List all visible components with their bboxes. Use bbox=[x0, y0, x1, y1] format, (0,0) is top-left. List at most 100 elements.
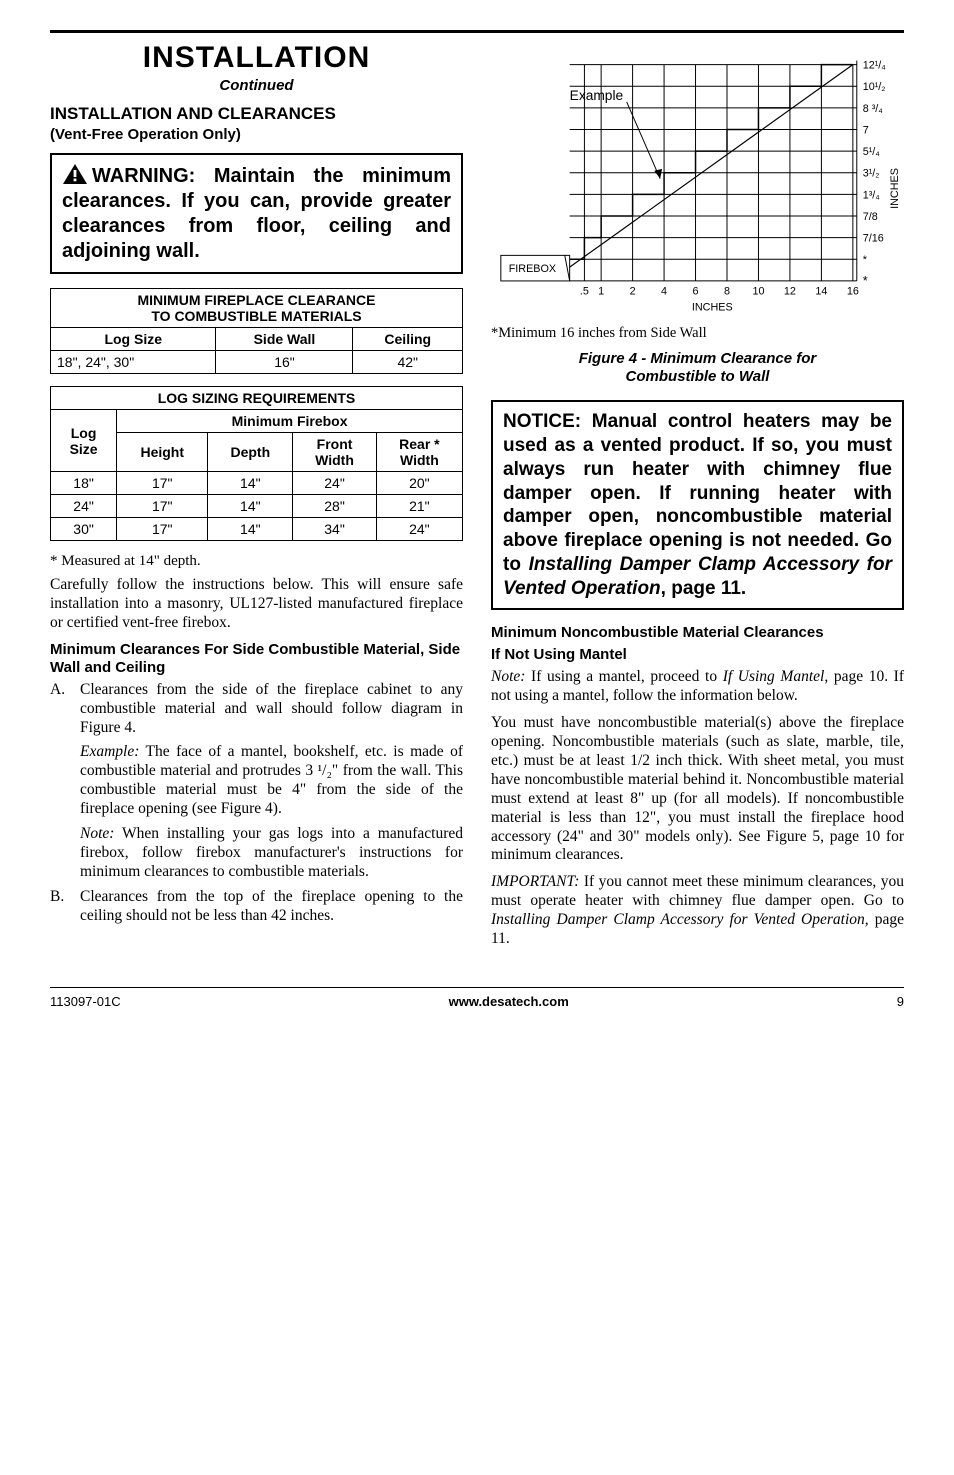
cell: 18" bbox=[51, 472, 117, 495]
list-item-b: B. Clearances from the top of the firepl… bbox=[50, 888, 463, 926]
table1-h3: Ceiling bbox=[353, 328, 463, 351]
cell: 21" bbox=[376, 495, 462, 518]
table-row: 30" 17" 14" 34" 24" bbox=[51, 518, 463, 541]
diagram-min-note: *Minimum 16 inches from Side Wall bbox=[491, 325, 904, 342]
cell: 17" bbox=[117, 472, 208, 495]
xtick: .5 bbox=[580, 286, 589, 298]
subheading-min-clearances: Minimum Clearances For Side Combustible … bbox=[50, 641, 463, 677]
footer-center: www.desatech.com bbox=[449, 994, 569, 1009]
table1-title-l1: MINIMUM FIREPLACE CLEARANCE bbox=[138, 292, 376, 308]
ytick: 10¹/₂ bbox=[863, 81, 886, 93]
notice-text-1: NOTICE: Manual control heaters may be us… bbox=[503, 411, 892, 575]
ytick: * bbox=[863, 254, 868, 266]
ytick: 12¹/₄ bbox=[863, 60, 886, 72]
cell: 30" bbox=[51, 518, 117, 541]
y-asterisk: * bbox=[863, 273, 868, 288]
figcap-l2: Combustible to Wall bbox=[626, 368, 770, 385]
cell: 17" bbox=[117, 518, 208, 541]
example-note: Example: The face of a mantel, bookshelf… bbox=[80, 743, 463, 819]
table2-h5a: Rear * bbox=[399, 436, 439, 452]
xtick: 2 bbox=[630, 286, 636, 298]
ytick: 8 ³/₄ bbox=[863, 103, 883, 115]
table1-h2: Side Wall bbox=[216, 328, 353, 351]
xtick: 14 bbox=[815, 286, 827, 298]
example-lead: Example: bbox=[80, 743, 139, 760]
y-axis-label: INCHES bbox=[889, 168, 901, 209]
table1-r1c3: 42" bbox=[353, 351, 463, 374]
x-axis-label: INCHES bbox=[692, 301, 733, 313]
table-row: 18" 17" 14" 24" 20" bbox=[51, 472, 463, 495]
figure-4-svg: FIREBOX bbox=[491, 41, 904, 316]
noncombustible-paragraph: You must have noncombustible material(s)… bbox=[491, 714, 904, 865]
cell: 34" bbox=[293, 518, 376, 541]
xtick: 10 bbox=[752, 286, 764, 298]
item-a-text: Clearances from the side of the fireplac… bbox=[80, 681, 463, 738]
xtick: 6 bbox=[693, 286, 699, 298]
ytick: 7/16 bbox=[863, 233, 884, 245]
right-column: FIREBOX bbox=[491, 41, 904, 957]
notice-box: NOTICE: Manual control heaters may be us… bbox=[491, 400, 904, 610]
firebox-label: FIREBOX bbox=[509, 263, 556, 275]
table2-h1a: Log bbox=[71, 425, 97, 441]
warning-box: WARNING: Maintain the minimum clearances… bbox=[50, 153, 463, 274]
subheading-noncombustible: Minimum Noncombustible Material Clearanc… bbox=[491, 624, 904, 642]
cell: 24" bbox=[293, 472, 376, 495]
xtick: 1 bbox=[598, 286, 604, 298]
note2-body: If using a mantel, proceed to bbox=[525, 668, 722, 685]
table-footnote: * Measured at 14" depth. bbox=[50, 553, 463, 570]
xtick: 8 bbox=[724, 286, 730, 298]
item-b-marker: B. bbox=[50, 888, 70, 926]
table2-h2: Height bbox=[117, 433, 208, 472]
table2-title: LOG SIZING REQUIREMENTS bbox=[51, 387, 463, 410]
figcap-l1: Figure 4 - Minimum Clearance for bbox=[579, 350, 817, 367]
table1-title: MINIMUM FIREPLACE CLEARANCE TO COMBUSTIB… bbox=[51, 289, 463, 328]
table2-h4a: Front bbox=[317, 436, 353, 452]
footer-left: 113097-01C bbox=[50, 994, 121, 1009]
cell: 24" bbox=[51, 495, 117, 518]
important-paragraph: IMPORTANT: If you cannot meet these mini… bbox=[491, 873, 904, 949]
cell: 24" bbox=[376, 518, 462, 541]
cell: 17" bbox=[117, 495, 208, 518]
table2-h1: Log Size bbox=[51, 410, 117, 472]
table2-h3: Depth bbox=[208, 433, 293, 472]
install-note: Note: When installing your gas logs into… bbox=[80, 825, 463, 882]
cell: 28" bbox=[293, 495, 376, 518]
item-a-marker: A. bbox=[50, 681, 70, 738]
ytick: 7 bbox=[863, 124, 869, 136]
page-title: INSTALLATION bbox=[50, 41, 463, 75]
note-lead: Note: bbox=[80, 825, 114, 842]
table2-h4: Front Width bbox=[293, 433, 376, 472]
cell: 14" bbox=[208, 495, 293, 518]
note2-lead: Note: bbox=[491, 668, 525, 685]
figure-4-caption: Figure 4 - Minimum Clearance for Combust… bbox=[491, 350, 904, 386]
page-footer: 113097-01C www.desatech.com 9 bbox=[50, 987, 904, 1009]
ytick: 7/8 bbox=[863, 211, 878, 223]
log-sizing-table: LOG SIZING REQUIREMENTS Log Size Minimum… bbox=[50, 386, 463, 541]
table2-h4b: Width bbox=[315, 452, 354, 468]
top-rule bbox=[50, 30, 904, 33]
note2-em: If Using Mantel bbox=[723, 668, 825, 685]
section-heading: INSTALLATION AND CLEARANCES bbox=[50, 104, 463, 124]
two-column-layout: INSTALLATION Continued INSTALLATION AND … bbox=[50, 41, 904, 957]
continued-label: Continued bbox=[50, 77, 463, 94]
table2-h1b: Size bbox=[70, 441, 98, 457]
notice-text-2: , page 11. bbox=[661, 578, 747, 599]
ytick: 5¹/₄ bbox=[863, 146, 880, 158]
clearance-table: MINIMUM FIREPLACE CLEARANCE TO COMBUSTIB… bbox=[50, 288, 463, 374]
table-row: 24" 17" 14" 28" 21" bbox=[51, 495, 463, 518]
table1-r1c2: 16" bbox=[216, 351, 353, 374]
section-subheading: (Vent-Free Operation Only) bbox=[50, 126, 463, 143]
clearance-diagram: FIREBOX bbox=[491, 41, 904, 321]
table1-r1c1: 18", 24", 30" bbox=[51, 351, 216, 374]
table2-h5: Rear * Width bbox=[376, 433, 462, 472]
cell: 14" bbox=[208, 518, 293, 541]
intro-paragraph: Carefully follow the instructions below.… bbox=[50, 576, 463, 633]
item-b-text: Clearances from the top of the fireplace… bbox=[80, 888, 463, 926]
example-label: Example bbox=[570, 88, 624, 103]
important-lead: IMPORTANT: bbox=[491, 873, 579, 890]
table1-h1: Log Size bbox=[51, 328, 216, 351]
left-column: INSTALLATION Continued INSTALLATION AND … bbox=[50, 41, 463, 957]
xtick: 4 bbox=[661, 286, 667, 298]
cell: 14" bbox=[208, 472, 293, 495]
xtick: 16 bbox=[847, 286, 859, 298]
